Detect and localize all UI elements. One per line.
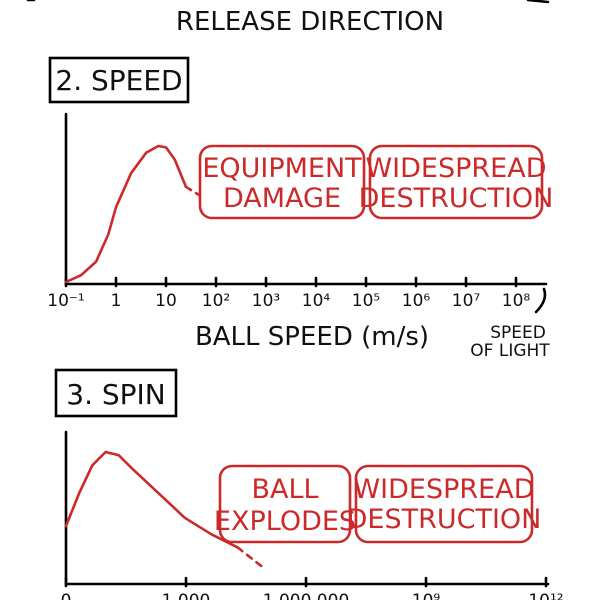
cutoff-text-right — [526, 0, 550, 4]
speed-region-equipment-line1: EQUIPMENT — [202, 153, 362, 184]
spin-region-ball-explodes-line1: BALL — [251, 474, 318, 505]
speed-tick-label: 10⁷ — [452, 291, 481, 311]
spin-tick-label: 1,000 — [162, 591, 211, 600]
speed-tick-label: 10⁶ — [402, 291, 431, 311]
speed-region-destruction-line2: DESTRUCTION — [359, 183, 554, 214]
header-title: RELEASE DIRECTION — [176, 7, 444, 37]
speed-chart: 2. SPEED 10⁻¹ 1 10 10² 10³ 10⁴ 10⁵ 10⁶ 10⁷ 10⁸ EQ… — [47, 56, 554, 361]
spin-tick-label: 10¹² — [528, 591, 563, 600]
spin-region-ball-explodes-line2: EXPLODES — [214, 506, 356, 537]
speed-light-note: SPEED OF LIGHT — [470, 323, 550, 361]
speed-tick-label: 10³ — [252, 291, 280, 311]
speed-region-equipment — [198, 144, 366, 220]
speed-region-equipment-line2: DAMAGE — [223, 183, 341, 214]
speed-curve-line — [64, 144, 188, 284]
speed-tick-label: 10⁵ — [352, 291, 380, 311]
speed-x-label: BALL SPEED (m/s) — [195, 322, 429, 352]
speed-tick-label: 10⁴ — [302, 291, 331, 311]
spin-region-destruction-line1: WIDESPREAD — [353, 474, 534, 505]
spin-x-ticks: 0 1,000 1,000,000 10⁹ 10¹² — [61, 576, 564, 600]
spin-chart: 3. SPIN 0 1,000 1,000,000 10⁹ 10¹² BALL EXPL… — [54, 368, 564, 600]
speed-region-destruction-line1: WIDESPREAD — [365, 153, 546, 184]
spin-title-box — [54, 368, 178, 418]
spin-region-destruction-line2: DESTRUCTION — [347, 504, 542, 535]
speed-region-destruction — [368, 144, 544, 220]
spin-curve-line — [64, 450, 239, 549]
speed-tick-label: 10⁸ — [502, 291, 531, 311]
spin-title: 3. SPIN — [66, 378, 165, 411]
spin-tick-label: 0 — [61, 591, 72, 600]
speed-x-ticks: 10⁻¹ 1 10 10² 10³ 10⁴ 10⁵ 10⁶ 10⁷ 10⁸ — [47, 276, 531, 311]
speed-tick-label: 1 — [111, 291, 122, 311]
speed-tick-label: 10⁻¹ — [47, 291, 84, 311]
speed-tick-label: 10² — [202, 291, 230, 311]
speed-title: 2. SPEED — [55, 64, 182, 97]
spin-curve-dashed — [236, 546, 267, 571]
spin-region-destruction — [354, 464, 534, 544]
speed-tick-label: 10 — [155, 291, 177, 311]
speed-light-pointer — [534, 287, 547, 314]
spin-region-ball-explodes — [218, 464, 352, 544]
speed-title-box — [48, 56, 190, 104]
spin-tick-label: 1,000,000 — [263, 591, 350, 600]
spin-tick-label: 10⁹ — [412, 591, 441, 600]
